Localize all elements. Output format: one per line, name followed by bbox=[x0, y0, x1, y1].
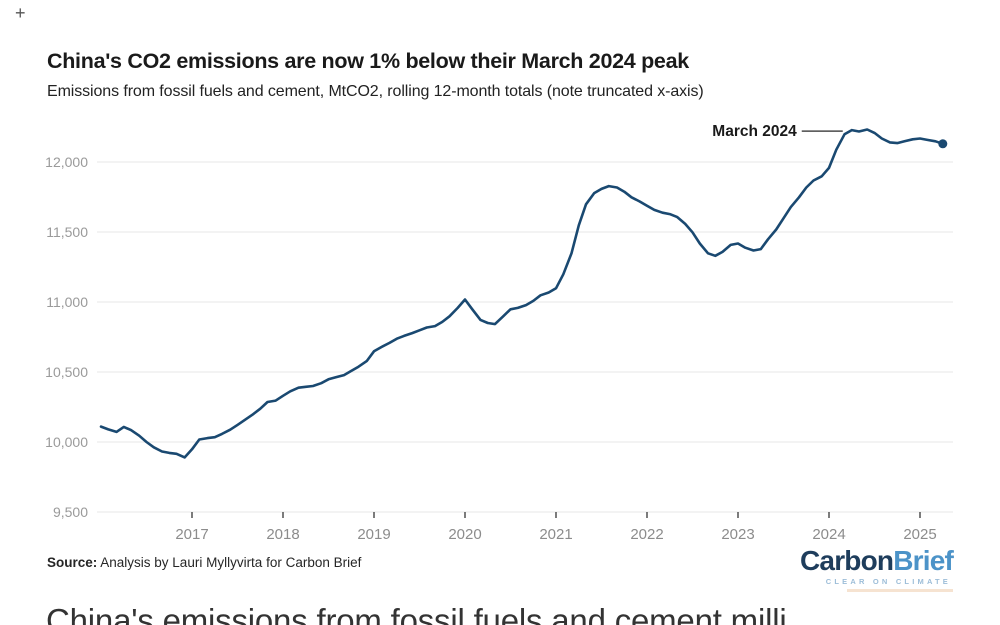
y-axis-tick-label: 10,000 bbox=[45, 434, 88, 450]
carbonbrief-logo-wordmark: CarbonBrief bbox=[800, 545, 954, 576]
x-axis-tick-label: 2024 bbox=[812, 526, 845, 543]
x-axis-tick-label: 2021 bbox=[539, 526, 572, 543]
x-axis-tick-label: 2023 bbox=[721, 526, 754, 543]
x-axis-tick-label: 2022 bbox=[630, 526, 663, 543]
logo-underline-bar bbox=[847, 589, 953, 592]
x-axis-tick-label: 2020 bbox=[448, 526, 481, 543]
y-axis-tick-label: 11,000 bbox=[46, 294, 88, 310]
x-axis-tick-label: 2019 bbox=[357, 526, 390, 543]
expand-icon[interactable]: + bbox=[15, 3, 26, 23]
emissions-line bbox=[99, 128, 945, 459]
x-axis-tick-label: 2017 bbox=[175, 526, 208, 543]
x-axis-tick-label: 2025 bbox=[903, 526, 936, 543]
logo-tagline: CLEAR ON CLIMATE bbox=[825, 577, 951, 586]
y-axis-tick-label: 9,500 bbox=[53, 504, 88, 520]
chart-subtitle: Emissions from fossil fuels and cement, … bbox=[47, 83, 704, 100]
carbonbrief-logo: CarbonBrief CLEAR ON CLIMATE bbox=[800, 545, 954, 587]
logo-brief-text: Brief bbox=[893, 545, 954, 576]
y-axis-tick-label: 11,500 bbox=[46, 224, 88, 240]
x-axis-tick-label: 2018 bbox=[266, 526, 299, 543]
source-text: Analysis by Lauri Myllyvirta for Carbon … bbox=[97, 555, 362, 570]
logo-carbon-text: Carbon bbox=[800, 545, 894, 576]
annotation-label: March 2024 bbox=[712, 123, 797, 140]
chart-title: China's CO2 emissions are now 1% below t… bbox=[47, 49, 689, 73]
below-fold-cropped-headline: China's emissions from fossil fuels and … bbox=[46, 602, 787, 625]
y-axis-tick-label: 12,000 bbox=[45, 154, 88, 170]
latest-value-dot bbox=[938, 139, 948, 149]
source-line: Source: Analysis by Lauri Myllyvirta for… bbox=[47, 555, 361, 570]
y-axis-tick-label: 10,500 bbox=[45, 364, 88, 380]
source-label: Source: bbox=[47, 555, 98, 570]
